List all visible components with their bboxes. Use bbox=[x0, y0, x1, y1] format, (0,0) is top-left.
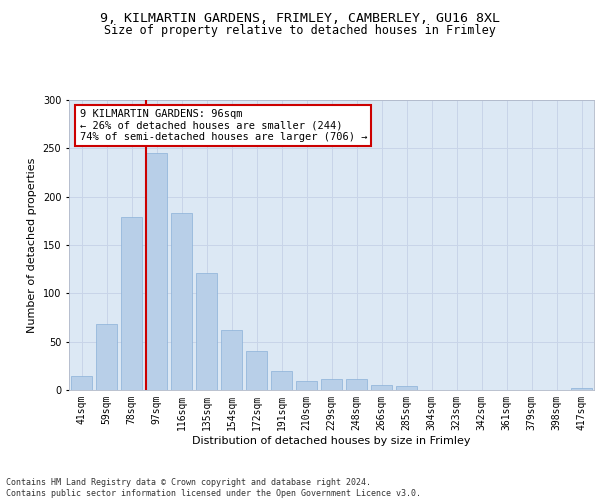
X-axis label: Distribution of detached houses by size in Frimley: Distribution of detached houses by size … bbox=[192, 436, 471, 446]
Bar bbox=[96, 324, 117, 390]
Text: 9, KILMARTIN GARDENS, FRIMLEY, CAMBERLEY, GU16 8XL: 9, KILMARTIN GARDENS, FRIMLEY, CAMBERLEY… bbox=[100, 12, 500, 26]
Bar bbox=[321, 380, 342, 390]
Text: 9 KILMARTIN GARDENS: 96sqm
← 26% of detached houses are smaller (244)
74% of sem: 9 KILMARTIN GARDENS: 96sqm ← 26% of deta… bbox=[79, 108, 367, 142]
Bar bbox=[171, 213, 192, 390]
Bar bbox=[196, 273, 217, 390]
Bar bbox=[146, 153, 167, 390]
Bar bbox=[246, 352, 267, 390]
Bar bbox=[346, 380, 367, 390]
Bar bbox=[71, 376, 92, 390]
Bar bbox=[221, 330, 242, 390]
Bar bbox=[396, 386, 417, 390]
Text: Size of property relative to detached houses in Frimley: Size of property relative to detached ho… bbox=[104, 24, 496, 37]
Bar bbox=[296, 382, 317, 390]
Y-axis label: Number of detached properties: Number of detached properties bbox=[27, 158, 37, 332]
Text: Contains HM Land Registry data © Crown copyright and database right 2024.
Contai: Contains HM Land Registry data © Crown c… bbox=[6, 478, 421, 498]
Bar bbox=[121, 217, 142, 390]
Bar bbox=[271, 370, 292, 390]
Bar bbox=[371, 385, 392, 390]
Bar bbox=[571, 388, 592, 390]
